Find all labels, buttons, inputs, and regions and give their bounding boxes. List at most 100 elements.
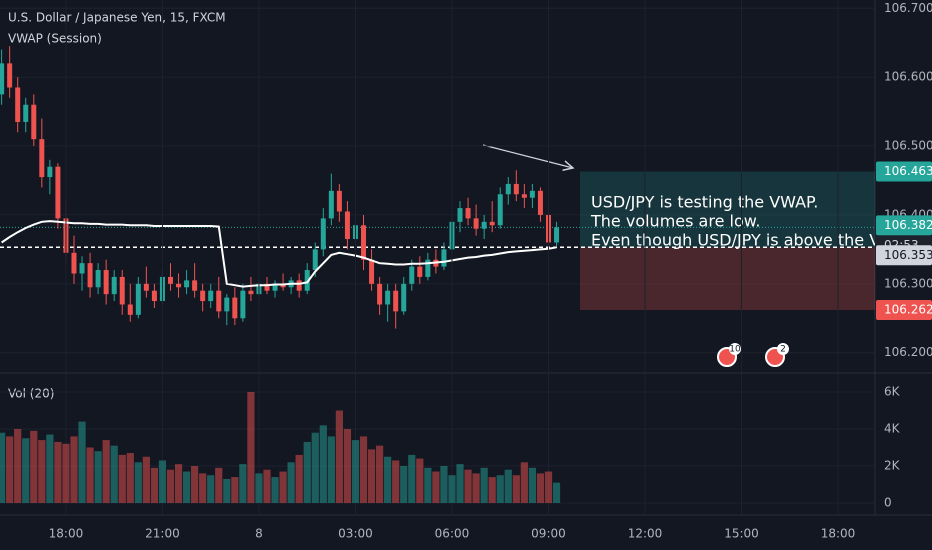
volume-bar [86, 447, 94, 503]
x-tick-label: 8 [255, 527, 263, 541]
volume-bar [536, 473, 545, 503]
candle-body [103, 270, 109, 295]
volume-bar [54, 441, 62, 503]
x-tick-label: 21:00 [145, 527, 180, 541]
candle-body [55, 166, 61, 219]
volume-bar [255, 473, 263, 503]
candle-body [328, 190, 334, 219]
volume-bar [552, 482, 561, 503]
volume-bar [351, 440, 360, 503]
x-tick-label: 03:00 [338, 527, 373, 541]
annotation-text: The volumes are low. [590, 212, 760, 231]
volume-bar [223, 478, 231, 503]
arrow[interactable] [482, 144, 573, 168]
candle-body [184, 280, 190, 288]
x-tick-label: 15:00 [724, 527, 759, 541]
volume-bar [263, 469, 271, 503]
event-count: 2 [780, 345, 786, 355]
candle-body [208, 290, 214, 302]
x-tick-label: 09:00 [531, 527, 566, 541]
last-price-badge: 106.382 [884, 218, 932, 232]
candle-body [135, 283, 141, 315]
candle-body [505, 183, 511, 195]
candle-body [127, 304, 133, 315]
candle-body [240, 290, 246, 319]
volume-bar [38, 440, 46, 503]
volume-bar [440, 465, 448, 503]
price-pane: USD/JPY is testing the VWAP.The volumes … [0, 7, 875, 354]
volume-bar [488, 477, 496, 503]
candle-body [224, 297, 230, 312]
candle-body [513, 183, 519, 195]
volume-bar [46, 434, 54, 503]
volume-bar [464, 469, 472, 503]
volume-bar [327, 436, 335, 503]
volume-bar [78, 421, 86, 503]
candle-body [71, 252, 77, 274]
candle-body [47, 166, 53, 178]
volume-bar [528, 467, 536, 503]
candle-body [457, 208, 463, 222]
candle-body [336, 190, 342, 212]
candle-body [248, 290, 254, 295]
volume-bar [199, 473, 207, 503]
volume-bar [319, 425, 327, 503]
volume-bar [182, 471, 191, 503]
candle-body [304, 270, 310, 291]
volume-bar [207, 475, 215, 503]
volume-bar [94, 451, 102, 503]
stop-badge: 106.262 [884, 303, 932, 317]
candle-body [232, 297, 238, 319]
volume-bar [335, 410, 343, 503]
volume-bar [142, 456, 150, 503]
candle-body [15, 87, 21, 122]
candle-body [119, 276, 125, 305]
volume-bar [504, 469, 512, 503]
candle-body [554, 227, 560, 243]
candle-body [312, 249, 318, 271]
candle-body [409, 266, 415, 284]
volume-bar [472, 473, 480, 503]
candle-body [425, 259, 431, 277]
volume-bar [367, 449, 376, 503]
candle-body [537, 190, 543, 215]
volume-bar [0, 432, 6, 503]
candle-body [216, 290, 222, 312]
volume-bar [6, 436, 14, 503]
event-badge [777, 343, 789, 355]
volume-bar [375, 445, 384, 503]
candle-body [272, 283, 278, 291]
candle-body [143, 283, 149, 291]
candle-body [369, 259, 375, 284]
vwap-line [1, 220, 557, 288]
volume-bar [287, 462, 295, 503]
candle-body [361, 225, 367, 260]
y-tick-label: 106.600 [884, 70, 932, 84]
volume-bar [400, 465, 408, 503]
volume-bar [432, 471, 440, 503]
volume-bar [520, 462, 528, 503]
candle-body [23, 104, 29, 122]
volume-bar [174, 464, 183, 503]
volume-bar [512, 475, 520, 503]
x-tick-label: 06:00 [435, 527, 470, 541]
y-tick-label: 106.300 [884, 276, 932, 290]
candle-body [521, 194, 527, 198]
candle-body [79, 263, 85, 274]
candle-body [264, 283, 270, 291]
volume-bar [424, 467, 432, 503]
volume-bar [126, 453, 134, 503]
y-tick-label: 106.700 [884, 1, 932, 15]
last-price-badge-bg [876, 215, 932, 236]
volume-bar [448, 475, 456, 503]
candle-body [200, 290, 206, 302]
volume-bar [158, 460, 167, 503]
volume-bar [392, 460, 400, 503]
candle-body [7, 63, 13, 88]
event-badge [729, 343, 741, 355]
volume-bar [102, 440, 110, 503]
candle-body [473, 218, 479, 229]
volume-bar [279, 471, 287, 503]
annotation-text: USD/JPY is testing the VWAP. [591, 193, 818, 212]
